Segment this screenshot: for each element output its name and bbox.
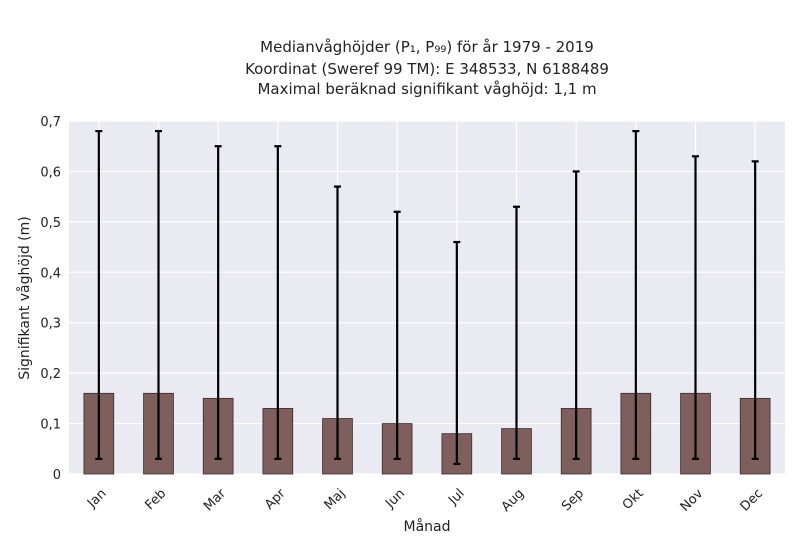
y-tick-labels: 0 0,1 0,2 0,3 0,4 0,5 0,6 0,7 xyxy=(40,115,61,483)
error-bar-sep xyxy=(572,170,580,460)
chart-title-line-3: Maximal beräknad signifikant våghöjd: 1,… xyxy=(257,80,596,98)
x-tick-label-aug: Aug xyxy=(499,486,528,515)
error-bar-dec xyxy=(751,160,759,460)
error-bar-aug xyxy=(513,205,520,460)
y-tick-label: 0,3 xyxy=(40,317,61,332)
plot-area xyxy=(69,121,785,474)
error-bar-jul xyxy=(453,240,461,466)
x-tick-label-jan: Jan xyxy=(84,486,109,511)
y-tick-label: 0,1 xyxy=(40,418,61,433)
error-bar-jan xyxy=(95,129,103,460)
y-axis-label: Signifikant våghöjd (m) xyxy=(16,216,33,379)
x-tick-label-nov: Nov xyxy=(678,486,707,515)
x-tick-label-maj: Maj xyxy=(322,486,349,513)
chart-title-line-1: Medianvåghöjder (P₁, P₉₉) för år 1979 - … xyxy=(260,38,594,56)
error-bar-okt xyxy=(632,129,640,460)
y-tick-label: 0 xyxy=(53,468,61,483)
y-tick-label: 0,4 xyxy=(40,266,61,281)
x-tick-label-jul: Jul xyxy=(445,486,467,508)
error-bar-jun xyxy=(393,210,401,460)
error-bar-nov xyxy=(692,155,699,460)
x-tick-label-mar: Mar xyxy=(201,486,229,514)
y-tick-label: 0,6 xyxy=(40,165,61,180)
y-tick-label: 0,7 xyxy=(40,115,61,130)
error-bar-mar xyxy=(214,145,222,460)
x-axis-label: Månad xyxy=(404,518,451,535)
error-bar-feb xyxy=(155,129,162,460)
error-bar-maj xyxy=(334,185,341,460)
chart-title-line-2: Koordinat (Sweref 99 TM): E 348533, N 61… xyxy=(245,60,609,78)
x-tick-label-okt: Okt xyxy=(620,486,647,513)
x-tick-label-jun: Jun xyxy=(382,486,408,512)
x-tick-label-feb: Feb xyxy=(142,486,169,513)
x-tick-label-dec: Dec xyxy=(738,486,766,514)
x-tick-label-sep: Sep xyxy=(559,486,587,514)
x-tick-label-apr: Apr xyxy=(262,486,289,513)
y-tick-label: 0,2 xyxy=(40,367,61,382)
x-tick-labels: Jan Feb Mar Apr Maj Jun Jul Aug Sep Okt Nov Dec xyxy=(84,486,766,515)
error-bars xyxy=(95,129,759,466)
y-tick-label: 0,5 xyxy=(40,216,61,231)
error-bar-apr xyxy=(274,145,282,460)
chart-title: Medianvåghöjder (P₁, P₉₉) för år 1979 - … xyxy=(245,38,609,98)
